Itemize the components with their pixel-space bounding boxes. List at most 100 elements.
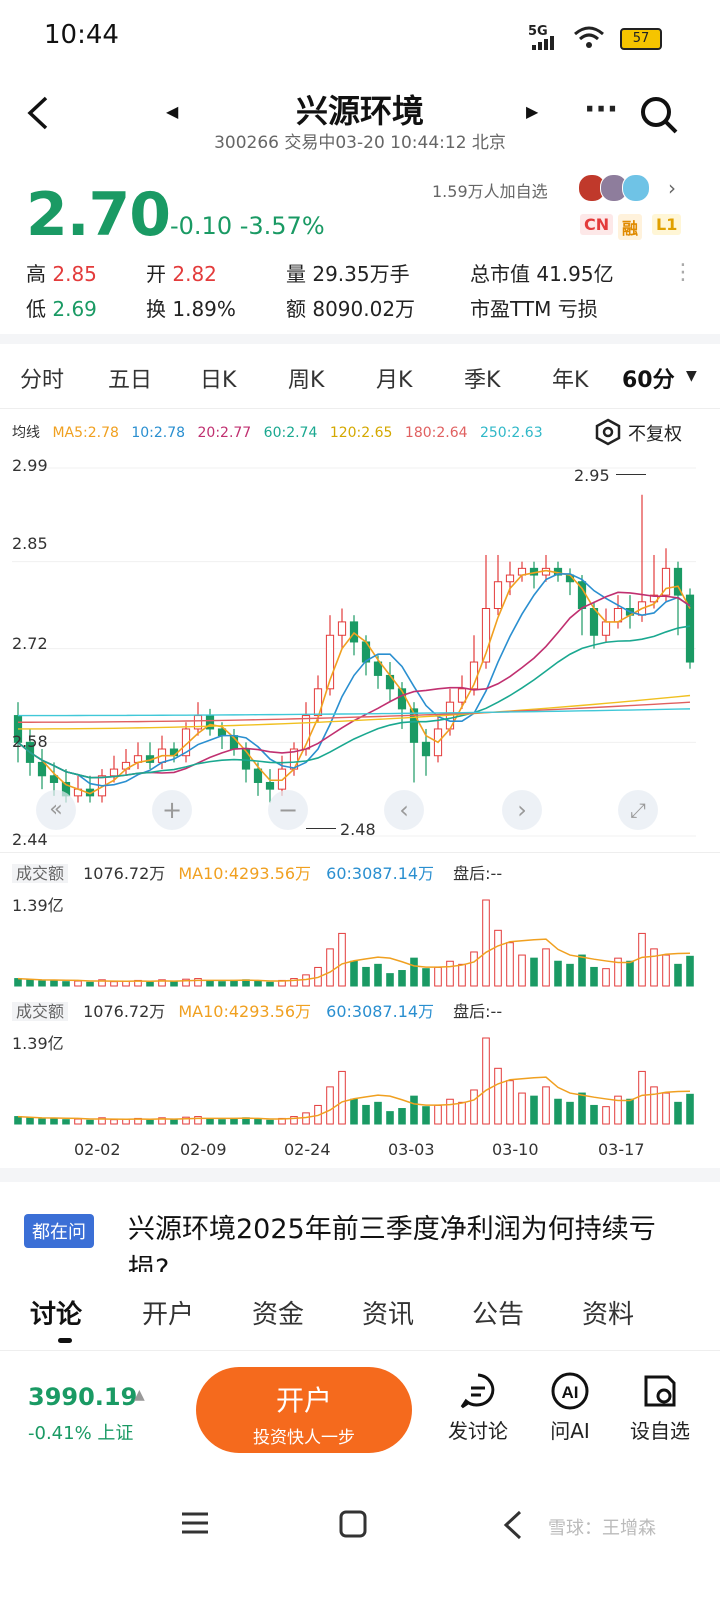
tab-funds[interactable]: 资金 <box>252 1300 305 1330</box>
price-tick: 2.99 <box>12 456 48 475</box>
volume-bar <box>626 1098 634 1125</box>
fullscreen-icon[interactable]: ⤢ <box>618 790 658 830</box>
volume-bar <box>290 978 298 987</box>
stat-turnover: 换 1.89% <box>146 297 236 321</box>
tab-60min[interactable]: 60分 <box>622 368 675 393</box>
volume-bar <box>638 932 646 987</box>
tab-weekly-k[interactable]: 周K <box>288 368 325 393</box>
follower-avatars[interactable] <box>578 174 660 202</box>
open-account-button[interactable]: 开户 投资快人一步 <box>196 1367 412 1453</box>
date-tick: 02-02 <box>74 1140 121 1159</box>
tab-news[interactable]: 资讯 <box>362 1300 415 1330</box>
nav-back-icon[interactable] <box>500 1510 524 1540</box>
volume-value: 1076.72万 <box>83 864 166 883</box>
tab-daily-k[interactable]: 日K <box>200 368 237 393</box>
tab-monthly-k[interactable]: 月K <box>376 368 413 393</box>
candle-body <box>181 728 191 757</box>
menu-icon[interactable] <box>180 1510 210 1536</box>
index-value[interactable]: 3990.19 <box>28 1383 138 1411</box>
adjust-toggle[interactable]: 不复权 <box>628 424 682 445</box>
volume-ma10: MA10:4293.56万 <box>178 1002 312 1021</box>
volume-bar <box>494 1067 502 1125</box>
volume-ma-line <box>17 938 691 983</box>
volume-bar <box>662 954 670 987</box>
vertical-more-icon[interactable]: ⋮ <box>672 260 694 285</box>
back-icon[interactable] <box>24 96 52 130</box>
volume-chart-2[interactable] <box>0 1028 720 1128</box>
volume-bar <box>554 960 562 987</box>
candle-body <box>409 708 419 743</box>
watchlist-icon <box>644 1375 676 1407</box>
tab-quarterly-k[interactable]: 季K <box>464 368 501 393</box>
tab-intraday[interactable]: 分时 <box>20 368 65 393</box>
volume-bar <box>326 1086 334 1125</box>
chat-icon <box>460 1373 495 1409</box>
volume-chart[interactable] <box>0 890 720 990</box>
volume-bar <box>638 1070 646 1125</box>
volume-bar <box>674 963 682 987</box>
candlestick-chart[interactable] <box>0 450 720 850</box>
tab-discussion[interactable]: 讨论 <box>30 1300 83 1330</box>
volume-bar <box>554 1098 562 1125</box>
min-price-mark: 2.48 <box>340 820 376 839</box>
volume-ma60: 60:3087.14万 <box>326 864 435 883</box>
add-watchlist-button[interactable]: 设自选 <box>622 1371 698 1444</box>
volume-bar <box>26 1117 34 1125</box>
followers-count[interactable]: 1.59万人加自选 <box>432 182 548 201</box>
ma250-value: 250:2.63 <box>479 425 543 441</box>
ma-legend: 均线 MA5:2.78 10:2.78 20:2.77 60:2.74 120:… <box>12 422 543 442</box>
more-icon[interactable]: ··· <box>584 92 619 127</box>
tab-yearly-k[interactable]: 年K <box>552 368 589 393</box>
candle <box>205 708 215 736</box>
home-icon[interactable] <box>338 1510 368 1538</box>
volume-bar <box>422 968 430 987</box>
scroll-left-fast-icon[interactable]: « <box>36 790 76 830</box>
candle-body <box>325 634 335 690</box>
ask-ai-button[interactable]: AI 问AI <box>532 1371 608 1444</box>
volume-bar <box>398 970 406 987</box>
candle-body <box>337 621 347 636</box>
question-tag: 都在问 <box>24 1214 94 1248</box>
candle <box>337 608 347 649</box>
date-tick: 02-09 <box>180 1140 227 1159</box>
volume-bar <box>206 980 214 987</box>
candle-body <box>505 574 515 583</box>
zoom-out-icon[interactable]: − <box>268 790 308 830</box>
scroll-left-icon[interactable]: ‹ <box>384 790 424 830</box>
settings-icon[interactable] <box>594 418 622 446</box>
volume-bar <box>506 1080 514 1125</box>
discuss-button[interactable]: 发讨论 <box>440 1371 516 1444</box>
volume-bar <box>566 963 574 987</box>
chevron-right-icon[interactable]: › <box>668 176 676 200</box>
price-tick: 2.44 <box>12 830 48 849</box>
candle-body <box>685 594 695 663</box>
volume-bar <box>650 948 658 987</box>
next-stock-icon[interactable]: ▶ <box>526 102 539 121</box>
question-card[interactable]: 都在问 兴源环境2025年前三季度净利润为何持续亏损? <box>0 1184 720 1272</box>
volume-bar <box>14 1116 22 1125</box>
stat-open: 开 2.82 <box>146 262 217 286</box>
volume-bar <box>158 979 166 987</box>
avatar <box>622 174 650 202</box>
volume-max-tick: 1.39亿 <box>12 1034 64 1053</box>
zoom-in-icon[interactable]: + <box>152 790 192 830</box>
tab-five-day[interactable]: 五日 <box>108 368 153 393</box>
caret-down-icon[interactable]: ▼ <box>686 368 697 384</box>
candle-body <box>589 608 599 636</box>
tab-announcements[interactable]: 公告 <box>472 1300 525 1330</box>
signal-icon <box>532 36 554 50</box>
candle <box>229 728 239 756</box>
scroll-right-icon[interactable]: › <box>502 790 542 830</box>
tab-open-account[interactable]: 开户 <box>142 1300 195 1330</box>
index-change[interactable]: -0.41% 上证 <box>28 1423 134 1444</box>
candle <box>529 561 539 589</box>
volume-bar <box>350 1098 358 1125</box>
volume-bar <box>182 1116 190 1125</box>
volume-bar <box>530 957 538 987</box>
tab-profile[interactable]: 资料 <box>582 1300 635 1330</box>
divider <box>0 852 720 853</box>
prev-stock-icon[interactable]: ◀ <box>166 102 179 121</box>
volume-header-2: 成交额 1076.72万 MA10:4293.56万 60:3087.14万 盘… <box>12 998 502 1022</box>
search-icon[interactable] <box>638 94 680 136</box>
volume-ma60: 60:3087.14万 <box>326 1002 435 1021</box>
